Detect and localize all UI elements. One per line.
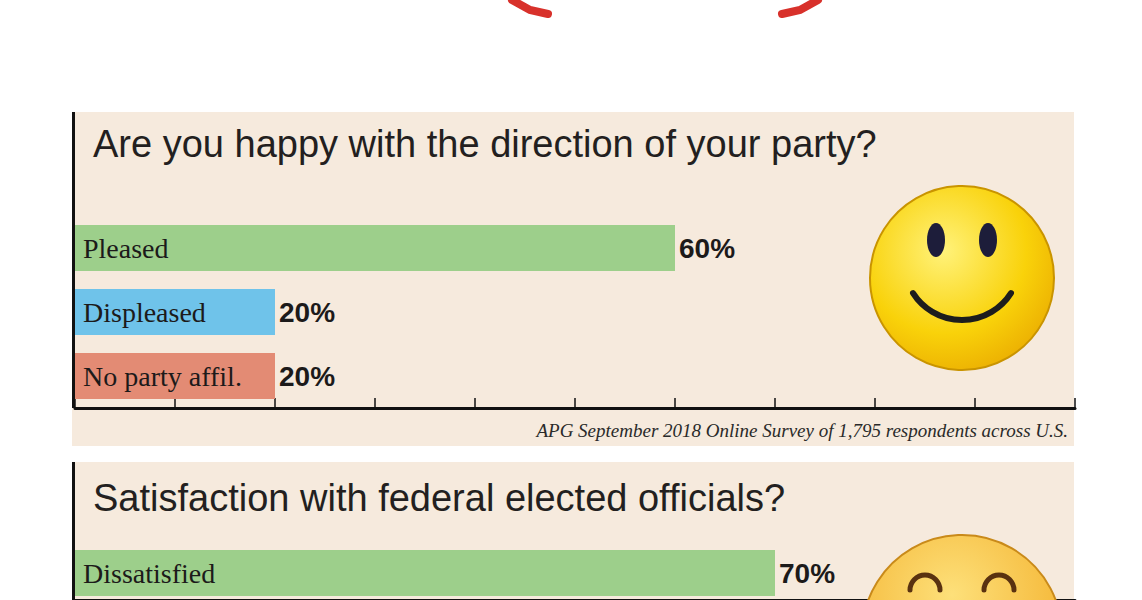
svg-text:No party affil.: No party affil. xyxy=(83,361,242,392)
svg-text:Dissatisfied: Dissatisfied xyxy=(83,558,215,589)
svg-text:20%: 20% xyxy=(279,297,335,328)
svg-text:Are you happy with the directi: Are you happy with the direction of your… xyxy=(93,123,877,165)
svg-text:20%: 20% xyxy=(279,361,335,392)
svg-text:Displeased: Displeased xyxy=(83,297,206,328)
svg-text:Satisfaction with federal elec: Satisfaction with federal elected offici… xyxy=(93,477,785,519)
svg-text:Pleased: Pleased xyxy=(83,233,169,264)
svg-text:APG September 2018 Online Surv: APG September 2018 Online Survey of 1,79… xyxy=(534,420,1068,441)
svg-text:70%: 70% xyxy=(779,558,835,589)
svg-text:60%: 60% xyxy=(679,233,735,264)
